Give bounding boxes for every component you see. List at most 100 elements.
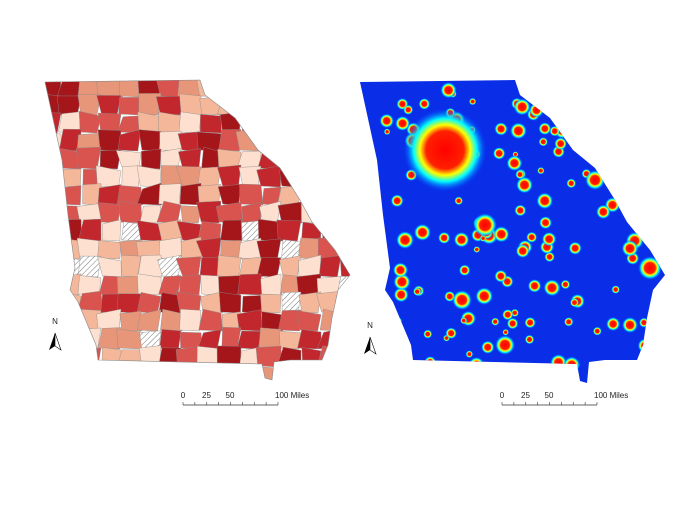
county [141,148,162,170]
county [160,308,183,332]
density-spot [493,226,510,243]
county [278,93,302,116]
county [78,218,102,242]
county [45,218,63,242]
county [260,293,282,314]
county [279,255,302,278]
density-spot [526,80,544,98]
county [317,362,344,380]
density-spot [379,113,394,129]
county [220,366,242,380]
city-spot [396,231,414,249]
density-spot [445,327,457,340]
density-spot [423,329,433,339]
density-spot [514,204,527,217]
density-spot [515,176,533,194]
county [338,309,350,332]
county [96,95,122,116]
county [198,308,223,332]
density-spot [621,239,639,257]
density-spot [393,287,409,303]
county [200,274,222,296]
county [158,183,182,206]
county [118,200,143,224]
county [319,129,342,152]
county [241,220,262,242]
county [58,327,82,350]
county [278,147,302,170]
density-spot [465,350,474,358]
density-spot [394,115,411,131]
county [218,291,242,314]
city-spot [473,213,497,237]
county [279,330,302,350]
county [277,201,302,224]
county [301,347,322,368]
county [258,80,282,98]
county [196,131,222,152]
county [241,80,264,98]
county [276,219,302,242]
county [298,112,322,134]
county [319,182,342,206]
county [339,147,350,170]
county [276,80,303,98]
density-spot [631,364,643,376]
county [220,219,243,242]
county [138,93,162,116]
county [117,381,141,403]
scale-label: 25 [521,391,530,400]
county [337,344,350,368]
county [259,94,282,116]
county [96,384,121,403]
density-spot [454,196,464,206]
county [298,80,322,98]
density-spot [637,363,647,373]
county [237,273,263,296]
density-spot [440,82,457,99]
density-spot [554,373,563,382]
scale-label: 50 [545,391,554,400]
county [339,327,350,350]
density-spot [424,356,437,369]
density-spot [596,204,611,220]
county [179,93,203,116]
county [60,381,82,403]
scale-label: 0 [500,391,505,400]
county [200,291,223,314]
density-spot [568,241,582,255]
density-spot [526,231,538,243]
density-spot [392,262,409,278]
density-spot [374,317,389,332]
density-spot [492,147,506,160]
county [341,382,361,403]
county [337,94,350,116]
scale-label: 100 Miles [594,391,628,400]
county [340,185,350,206]
density-spot [524,316,536,329]
scale-label: 0 [181,391,186,400]
density-spot [453,231,470,248]
county [179,274,202,296]
density-spot [560,279,571,290]
density-spot [566,178,577,189]
north-label: N [367,321,373,330]
density-spot [645,102,656,113]
county [238,166,262,188]
county [116,185,143,206]
density-spot [554,91,563,101]
county [278,309,302,332]
county [196,363,222,380]
county [217,96,242,116]
county [45,201,62,224]
county [178,148,202,170]
county [316,165,342,188]
density-spot [618,129,635,146]
county [56,185,82,206]
density-spot [403,104,414,115]
density-spot [524,334,535,345]
county [216,345,242,368]
county-map [45,80,361,403]
density-spot [393,273,411,291]
county [158,363,182,380]
